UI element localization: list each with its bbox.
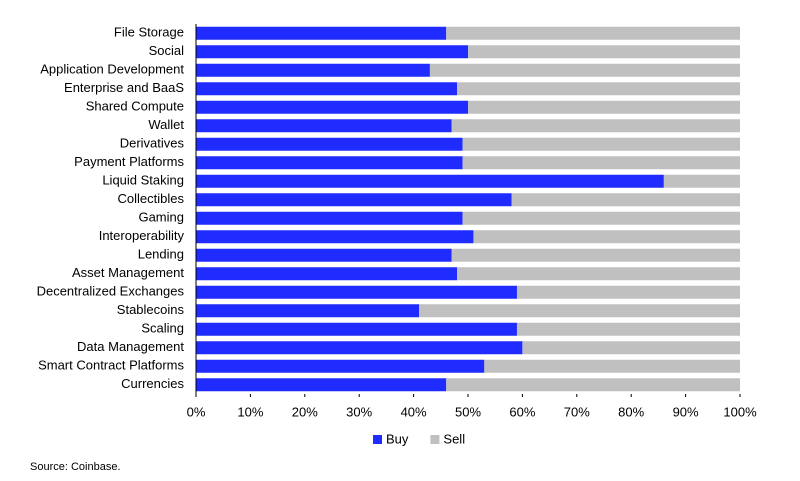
legend-label: Sell <box>443 431 465 446</box>
bar-segment <box>457 267 740 281</box>
category-label: Lending <box>138 247 184 262</box>
bar-segment <box>429 63 740 77</box>
x-tick-label: 30% <box>346 404 372 419</box>
x-tick-label: 10% <box>237 404 263 419</box>
x-tick-label: 80% <box>618 404 644 419</box>
bar-segment <box>196 359 485 373</box>
category-label: Smart Contract Platforms <box>38 358 184 373</box>
bar-segment <box>196 100 468 114</box>
bar-segment <box>457 82 740 96</box>
x-tick-label: 20% <box>292 404 318 419</box>
bar-segment <box>446 378 740 392</box>
category-label: Currencies <box>121 376 184 391</box>
category-label: Liquid Staking <box>102 173 184 188</box>
bar-segment <box>516 285 740 299</box>
x-tick-label: 70% <box>564 404 590 419</box>
bar-segment <box>196 45 468 59</box>
bar-segment <box>196 156 463 170</box>
bar-segment <box>511 193 740 207</box>
category-label: Shared Compute <box>86 99 184 114</box>
category-label: Asset Management <box>72 265 184 280</box>
x-tick-label: 60% <box>509 404 535 419</box>
bar-segment <box>462 137 740 151</box>
bar-segment <box>663 174 740 188</box>
bar-segment <box>196 119 452 133</box>
bar-segment <box>484 359 740 373</box>
category-label: Collectibles <box>118 191 185 206</box>
category-label: Derivatives <box>120 136 185 151</box>
category-label: Stablecoins <box>117 302 185 317</box>
bar-segment <box>462 211 740 225</box>
bar-segment <box>196 285 517 299</box>
bar-segment <box>516 322 740 336</box>
bar-segment <box>468 100 740 114</box>
legend-swatch <box>430 435 440 444</box>
bar-segment <box>196 267 458 281</box>
category-label: Payment Platforms <box>74 154 184 169</box>
category-label: Data Management <box>77 339 184 354</box>
bar-segment <box>446 26 740 40</box>
bar-segment <box>196 304 420 318</box>
bar-segment <box>196 341 523 355</box>
bar-segment <box>196 137 463 151</box>
category-label: Social <box>149 43 185 58</box>
x-tick-label: 100% <box>723 404 757 419</box>
category-label: Application Development <box>40 62 184 77</box>
x-tick-label: 50% <box>455 404 481 419</box>
bar-segment <box>196 211 463 225</box>
source-note: Source: Coinbase. <box>30 461 121 473</box>
bar-segment <box>419 304 740 318</box>
bar-segment <box>473 230 740 244</box>
bar-segment <box>196 193 512 207</box>
bar-segment <box>196 174 664 188</box>
bar-segment <box>522 341 740 355</box>
bar-segment <box>196 82 458 96</box>
category-label: Wallet <box>148 117 184 132</box>
bar-segment <box>196 248 452 262</box>
bar-segment <box>196 322 517 336</box>
bar-segment <box>462 156 740 170</box>
x-tick-label: 90% <box>673 404 699 419</box>
bar-segment <box>468 45 740 59</box>
bar-segment <box>451 248 740 262</box>
category-label: Gaming <box>138 210 184 225</box>
category-label: Interoperability <box>99 228 185 243</box>
bar-segment <box>196 230 474 244</box>
category-label: File Storage <box>114 25 184 40</box>
legend-swatch <box>373 435 382 444</box>
bar-segment <box>451 119 740 133</box>
category-label: Enterprise and BaaS <box>64 80 184 95</box>
bar-segment <box>196 26 447 40</box>
bar-segment <box>196 378 447 392</box>
legend-label: Buy <box>386 431 409 446</box>
x-tick-label: 0% <box>187 404 206 419</box>
bar-segment <box>196 63 430 77</box>
x-tick-label: 40% <box>401 404 427 419</box>
category-label: Decentralized Exchanges <box>37 284 185 299</box>
category-label: Scaling <box>141 321 184 336</box>
